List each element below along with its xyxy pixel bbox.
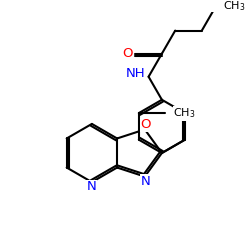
Text: NH: NH xyxy=(126,67,146,80)
Text: N: N xyxy=(87,180,97,193)
Text: CH$_3$: CH$_3$ xyxy=(223,0,245,12)
Text: O: O xyxy=(122,47,132,60)
Text: CH$_3$: CH$_3$ xyxy=(173,106,196,120)
Text: N: N xyxy=(141,175,150,188)
Text: O: O xyxy=(140,118,151,131)
